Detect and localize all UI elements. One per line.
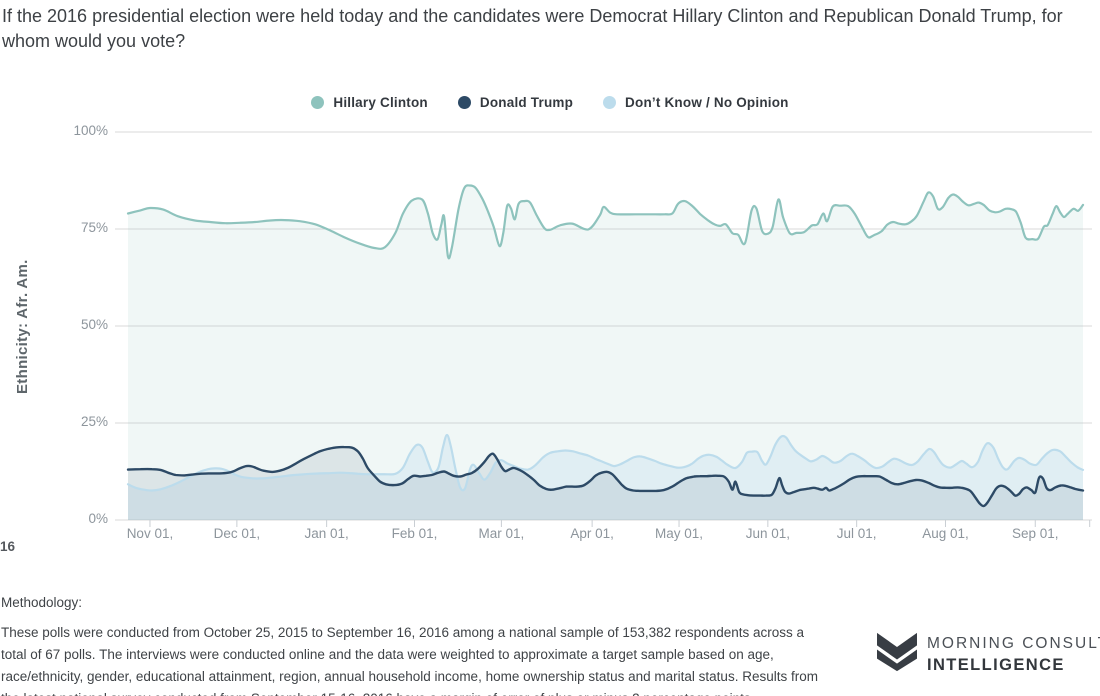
poll-line-chart[interactable] [0, 120, 1100, 532]
dont-know-series-swatch-icon [603, 96, 617, 109]
hillary-clinton-area [128, 185, 1083, 520]
don-t-know-no-opinion-area [128, 435, 1083, 520]
x-tick-label: Jun 01, [745, 526, 790, 541]
chart-question: If the 2016 presidential election were h… [2, 6, 1063, 51]
year-label-fragment: 16 [0, 539, 16, 554]
donald-trump-line [126, 445, 1085, 508]
x-tick-label: May 01, [655, 526, 704, 541]
logo-line-morning-consult: MORNING CONSULT [927, 634, 1100, 652]
legend-item-donald-trump[interactable]: Donald Trump [457, 95, 574, 110]
legend-label: Hillary Clinton [333, 95, 428, 110]
x-tick-label: Jan 01, [304, 526, 349, 541]
trump-series-swatch-icon [457, 96, 471, 109]
legend-label: Donald Trump [479, 95, 574, 110]
x-tick-label: Apr 01, [570, 526, 614, 541]
donald-trump-area [128, 447, 1083, 520]
hillary-clinton-line [126, 184, 1085, 260]
logo-line-intelligence: INTELLIGENCE [927, 655, 1065, 674]
x-tick-label: Feb 01, [391, 526, 438, 541]
legend-label: Don’t Know / No Opinion [625, 95, 789, 110]
clinton-series-swatch-icon [311, 96, 325, 109]
x-tick-label: Aug 01, [922, 526, 969, 541]
y-tick-label: 25% [80, 414, 108, 429]
legend-item-dont-know[interactable]: Don’t Know / No Opinion [603, 95, 789, 110]
morning-consult-m-icon [877, 632, 917, 677]
y-tick-label: 75% [80, 220, 108, 235]
x-tick-label: Mar 01, [478, 526, 525, 541]
methodology-text: These polls were conducted from October … [1, 625, 818, 696]
y-tick-label: 0% [88, 511, 108, 526]
don-t-know-no-opinion-line [126, 433, 1085, 492]
x-tick-label: Jul 01, [836, 526, 877, 541]
x-tick-label: Sep 01, [1011, 526, 1059, 541]
morning-consult-logo: MORNING CONSULT INTELLIGENCE [877, 632, 1100, 677]
y-tick-label: 50% [80, 317, 108, 332]
y-tick-label: 100% [73, 123, 108, 138]
legend-item-hillary-clinton[interactable]: Hillary Clinton [311, 95, 428, 110]
chart-legend: Hillary Clinton Donald Trump Don’t Know … [0, 95, 1100, 110]
x-tick-label: Dec 01, [213, 526, 261, 541]
x-tick-label: Nov 01, [126, 526, 174, 541]
methodology-heading: Methodology: [1, 595, 83, 610]
